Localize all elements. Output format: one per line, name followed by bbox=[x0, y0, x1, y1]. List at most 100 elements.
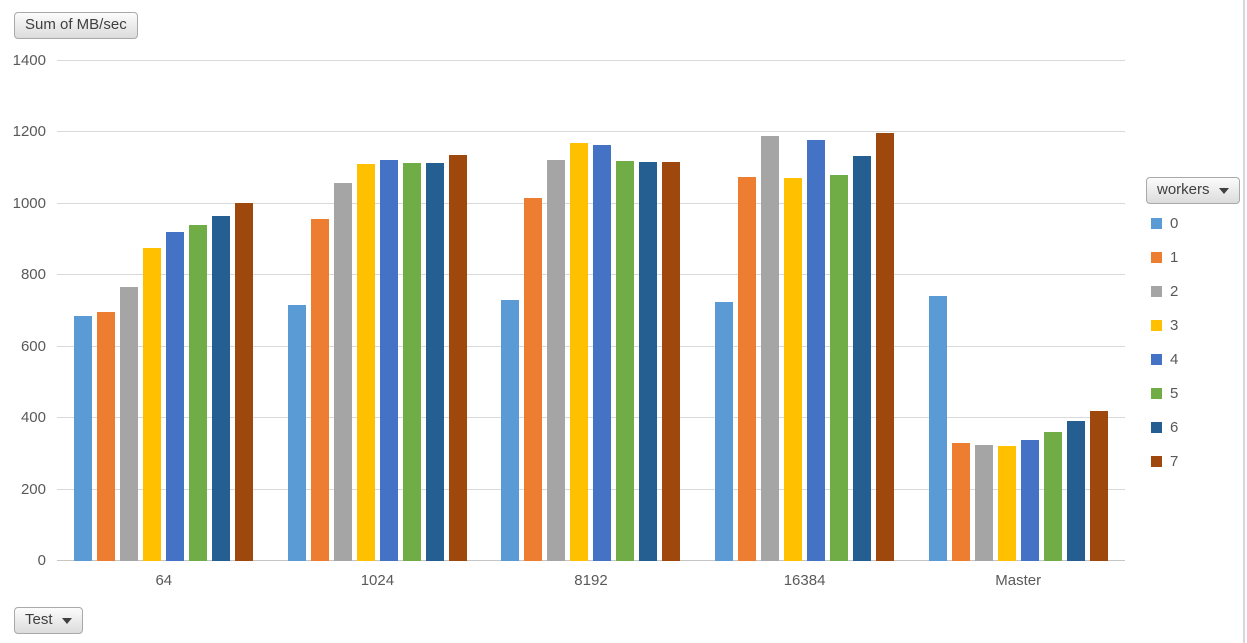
bar-group-Master bbox=[911, 61, 1125, 561]
x-tick-label-8192: 8192 bbox=[574, 572, 608, 589]
legend-item-worker-2: 2 bbox=[1151, 274, 1178, 308]
axis-field-button[interactable]: Test bbox=[14, 607, 83, 634]
bar-Master-worker-4 bbox=[1020, 440, 1039, 561]
bar-1024-worker-6 bbox=[425, 162, 444, 561]
legend-swatch-icon bbox=[1151, 319, 1162, 331]
bar-16384-worker-2 bbox=[761, 136, 780, 561]
y-tick-label: 0 bbox=[37, 552, 46, 569]
legend-swatch-icon bbox=[1151, 455, 1162, 467]
bar-Master-worker-6 bbox=[1066, 421, 1085, 561]
gridline bbox=[57, 345, 1125, 347]
y-tick-label: 1400 bbox=[12, 52, 46, 69]
x-tick-label-Master: Master bbox=[995, 572, 1042, 589]
plot-area bbox=[57, 60, 1125, 561]
dropdown-arrow-icon bbox=[1218, 188, 1229, 194]
y-tick-label: 400 bbox=[20, 409, 46, 427]
bar-Master-worker-2 bbox=[974, 444, 993, 561]
legend-label: 0 bbox=[1170, 214, 1179, 232]
legend-label: 3 bbox=[1170, 316, 1179, 334]
bar-16384-worker-5 bbox=[830, 175, 849, 561]
bar-1024-worker-5 bbox=[402, 163, 421, 561]
legend-label: 1 bbox=[1170, 248, 1179, 266]
bar-1024-worker-2 bbox=[333, 183, 352, 561]
y-tick-label: 1200 bbox=[12, 123, 46, 141]
gridline bbox=[57, 274, 1125, 276]
y-tick-label: 600 bbox=[20, 337, 46, 355]
bar-16384-worker-7 bbox=[876, 133, 895, 561]
gridline bbox=[57, 202, 1125, 204]
bar-Master-worker-3 bbox=[997, 445, 1016, 561]
bar-group-8192 bbox=[484, 61, 698, 561]
legend-label: 4 bbox=[1170, 350, 1179, 368]
legend-item-worker-1: 1 bbox=[1151, 240, 1178, 274]
legend-swatch-icon bbox=[1151, 251, 1162, 263]
legend-item-worker-4: 4 bbox=[1151, 342, 1178, 376]
bar-64-worker-1 bbox=[97, 311, 116, 561]
gridline bbox=[57, 131, 1125, 133]
bar-8192-worker-7 bbox=[662, 162, 681, 561]
bar-16384-worker-3 bbox=[784, 178, 803, 561]
bar-16384-worker-1 bbox=[738, 177, 757, 561]
legend-swatch-icon bbox=[1151, 421, 1162, 433]
bar-8192-worker-6 bbox=[639, 162, 658, 561]
legend-item-worker-3: 3 bbox=[1151, 308, 1178, 342]
x-tick-label-16384: 16384 bbox=[783, 572, 826, 589]
gridline bbox=[57, 60, 1125, 61]
legend-field-label: workers bbox=[1157, 181, 1210, 198]
bar-8192-worker-2 bbox=[547, 160, 566, 561]
gridline bbox=[57, 488, 1125, 490]
bar-group-16384 bbox=[698, 61, 912, 561]
bar-64-worker-4 bbox=[166, 232, 185, 561]
y-tick-label: 200 bbox=[20, 480, 46, 498]
legend-swatch-icon bbox=[1151, 387, 1162, 399]
bar-group-64 bbox=[57, 61, 271, 561]
value-field-button[interactable]: Sum of MB/sec bbox=[14, 12, 138, 39]
bar-64-worker-6 bbox=[212, 216, 231, 561]
bar-8192-worker-0 bbox=[501, 300, 520, 561]
legend-field-button[interactable]: workers bbox=[1146, 177, 1240, 204]
bar-1024-worker-3 bbox=[356, 164, 375, 561]
bar-1024-worker-1 bbox=[310, 219, 329, 561]
y-tick-label: 1000 bbox=[12, 194, 46, 212]
bar-8192-worker-5 bbox=[616, 161, 635, 561]
legend-label: 2 bbox=[1170, 282, 1179, 300]
bar-Master-worker-1 bbox=[951, 443, 970, 561]
bar-Master-worker-0 bbox=[928, 296, 947, 561]
bar-16384-worker-4 bbox=[807, 140, 826, 561]
legend-item-worker-0: 0 bbox=[1151, 206, 1178, 240]
bar-64-worker-7 bbox=[235, 203, 254, 561]
legend-swatch-icon bbox=[1151, 217, 1162, 229]
axis-field-label: Test bbox=[25, 611, 53, 628]
y-axis-labels: 0 200 400 600 800 1000 1200 1400 bbox=[0, 0, 46, 643]
legend-swatch-icon bbox=[1151, 285, 1162, 297]
legend-label: 6 bbox=[1170, 418, 1179, 436]
legend-item-worker-5: 5 bbox=[1151, 376, 1178, 410]
bar-group-1024 bbox=[271, 61, 485, 561]
bar-16384-worker-0 bbox=[715, 301, 734, 561]
x-axis-labels: 64 1024 8192 16384 Master bbox=[57, 572, 1125, 589]
legend: 0 1 2 3 4 5 6 7 bbox=[1151, 206, 1178, 478]
bar-64-worker-2 bbox=[120, 286, 139, 561]
bar-16384-worker-6 bbox=[853, 156, 872, 561]
legend-label: 5 bbox=[1170, 384, 1179, 402]
bar-64-worker-3 bbox=[143, 248, 162, 561]
bar-8192-worker-1 bbox=[524, 198, 543, 561]
bar-8192-worker-4 bbox=[593, 145, 612, 561]
x-tick-label-64: 64 bbox=[155, 572, 173, 589]
legend-label: 7 bbox=[1170, 452, 1179, 470]
x-axis-line bbox=[57, 560, 1125, 561]
bar-1024-worker-4 bbox=[379, 160, 398, 561]
bar-1024-worker-0 bbox=[287, 304, 306, 561]
bar-64-worker-5 bbox=[189, 224, 208, 561]
y-tick-label: 800 bbox=[20, 266, 46, 284]
bar-Master-worker-7 bbox=[1089, 411, 1108, 561]
bar-64-worker-0 bbox=[74, 316, 93, 561]
gridline bbox=[57, 417, 1125, 419]
bar-1024-worker-7 bbox=[448, 154, 467, 561]
legend-item-worker-7: 7 bbox=[1151, 444, 1178, 478]
bar-Master-worker-5 bbox=[1043, 432, 1062, 561]
x-tick-label-1024: 1024 bbox=[360, 572, 395, 589]
bar-8192-worker-3 bbox=[570, 143, 589, 561]
dropdown-arrow-icon bbox=[61, 618, 72, 624]
